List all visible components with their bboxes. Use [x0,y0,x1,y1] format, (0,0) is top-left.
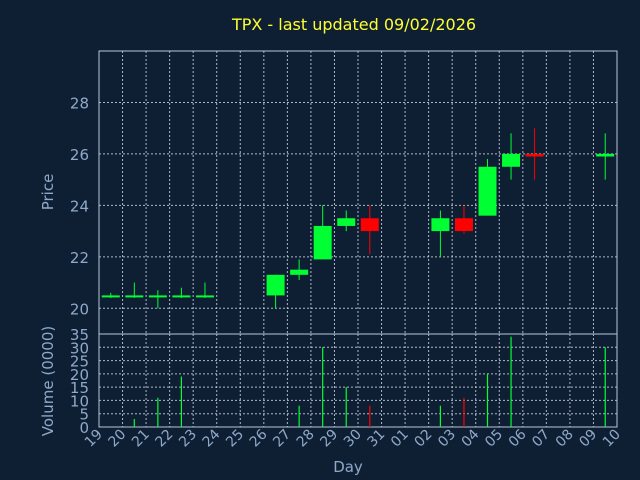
price-tick-label: 20 [70,300,89,318]
candle-body [502,153,521,167]
price-panel: 20 22 24 26 28 [70,50,618,335]
candle-body [525,153,544,157]
volume-tick-label: 35 [70,326,89,344]
candle-body [266,274,285,296]
day-tick-label: 28 [294,427,318,451]
candle-body [125,295,144,298]
day-tick-label: 01 [388,427,412,451]
volume-tick-label: 15 [70,379,89,397]
day-tick-label: 04 [459,426,483,450]
day-tick-label: 02 [412,427,436,451]
candle-body [101,295,120,298]
day-tick-label: 05 [482,427,506,451]
candle-body [290,269,309,275]
day-tick-label: 21 [129,427,153,451]
volume-plot-frame [98,333,618,428]
day-tick-label: 03 [435,427,459,451]
candle-body [596,153,615,157]
volume-tick-label: 20 [70,366,89,384]
candle-body [431,218,450,232]
day-tick-label: 22 [153,427,177,451]
day-tick-label: 24 [200,426,224,450]
candle-body [337,218,356,226]
volume-tick-label: 30 [70,339,89,357]
x-axis-label: Day [333,458,363,476]
candle-body [454,218,473,232]
chart-title: TPX - last updated 09/02/2026 [231,15,476,34]
volume-tick-label: 0 [79,419,89,437]
day-tick-label: 20 [105,427,129,451]
day-tick-label: 26 [247,426,271,450]
volume-axis-label: Volume (0000) [39,326,57,436]
candle-body [313,225,332,260]
candle-body [360,218,379,232]
price-tick-label: 28 [70,94,89,112]
day-tick-label: 31 [364,427,388,451]
candle-body [478,166,497,216]
volume-tick-label: 25 [70,353,89,371]
price-axis-label: Price [39,174,57,211]
price-tick-label: 22 [70,249,89,267]
price-tick-label: 26 [70,146,89,164]
candle-body [172,295,191,298]
day-tick-label: 06 [506,426,530,450]
day-tick-label: 08 [553,427,577,451]
volume-tick-label: 5 [79,406,89,424]
day-tick-label: 23 [176,427,200,451]
volume-tick-label: 10 [70,392,89,410]
price-tick-label: 24 [70,197,89,215]
x-axis: 19 20 21 22 23 24 25 26 27 28 29 30 31 01 02 03 04 05 06 07… [82,426,624,450]
day-tick-label: 09 [576,427,600,451]
day-tick-label: 27 [270,427,294,451]
day-tick-label: 07 [529,427,553,451]
day-tick-label: 30 [341,427,365,451]
day-tick-label: 25 [223,427,247,451]
day-tick-label: 29 [317,427,341,451]
candle-body [148,295,167,298]
day-tick-label: 10 [600,427,624,451]
candle-body [195,295,214,298]
